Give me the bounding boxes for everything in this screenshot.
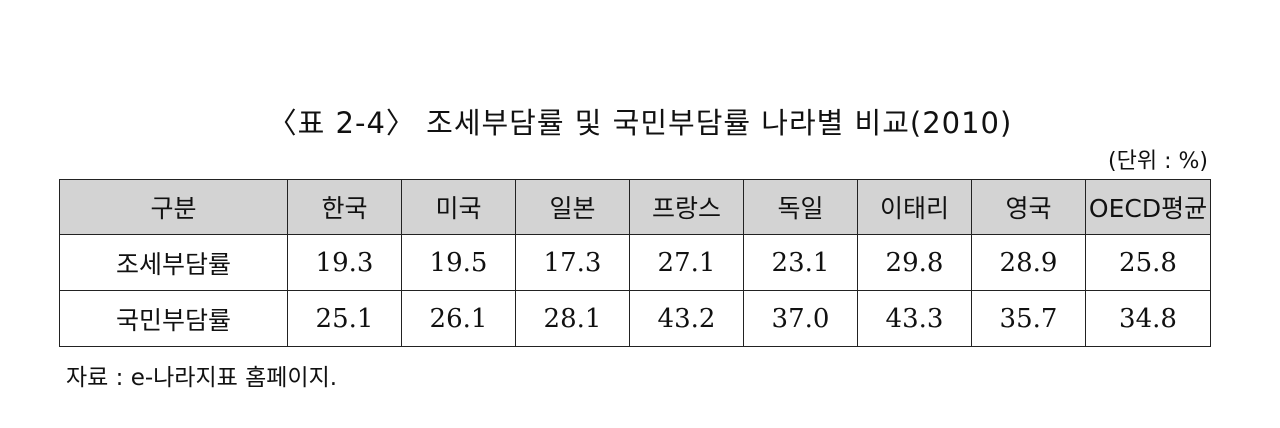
table-cell: 28.1 [515,290,630,347]
column-header: 일본 [515,179,630,235]
table-cell: 19.3 [287,234,402,291]
comparison-table: 구분 한국 미국 일본 프랑스 독일 이태리 영국 OECD평균 조세부담률 1… [59,179,1211,347]
column-header: 영국 [971,179,1086,235]
table-cell: 28.9 [971,234,1086,291]
table-title: 〈표 2-4〉 조세부담률 및 국민부담률 나라별 비교(2010) [267,106,1013,140]
column-header: OECD평균 [1085,179,1211,235]
table-cell: 19.5 [401,234,516,291]
column-header: 한국 [287,179,402,235]
table-cell: 17.3 [515,234,630,291]
row-label: 국민부담률 [59,290,288,347]
table-cell: 29.8 [857,234,972,291]
table-cell: 26.1 [401,290,516,347]
table-cell: 23.1 [743,234,858,291]
table-cell: 37.0 [743,290,858,347]
column-header: 프랑스 [629,179,744,235]
column-header: 이태리 [857,179,972,235]
table-row: 국민부담률 25.1 26.1 28.1 43.2 37.0 43.3 35.7… [59,290,1211,347]
table-cell: 25.8 [1085,234,1211,291]
table-cell: 35.7 [971,290,1086,347]
unit-note: (단위 : %) [1108,149,1208,174]
table-cell: 43.3 [857,290,972,347]
column-header: 미국 [401,179,516,235]
table-cell: 27.1 [629,234,744,291]
table-cell: 43.2 [629,290,744,347]
header-row: 구분 한국 미국 일본 프랑스 독일 이태리 영국 OECD평균 [59,179,1211,235]
table-cell: 34.8 [1085,290,1211,347]
column-header: 독일 [743,179,858,235]
column-header: 구분 [59,179,288,235]
table-row: 조세부담률 19.3 19.5 17.3 27.1 23.1 29.8 28.9… [59,234,1211,291]
table-cell: 25.1 [287,290,402,347]
source-note: 자료 : e-나라지표 홈페이지. [66,365,338,391]
row-label: 조세부담률 [59,234,288,291]
